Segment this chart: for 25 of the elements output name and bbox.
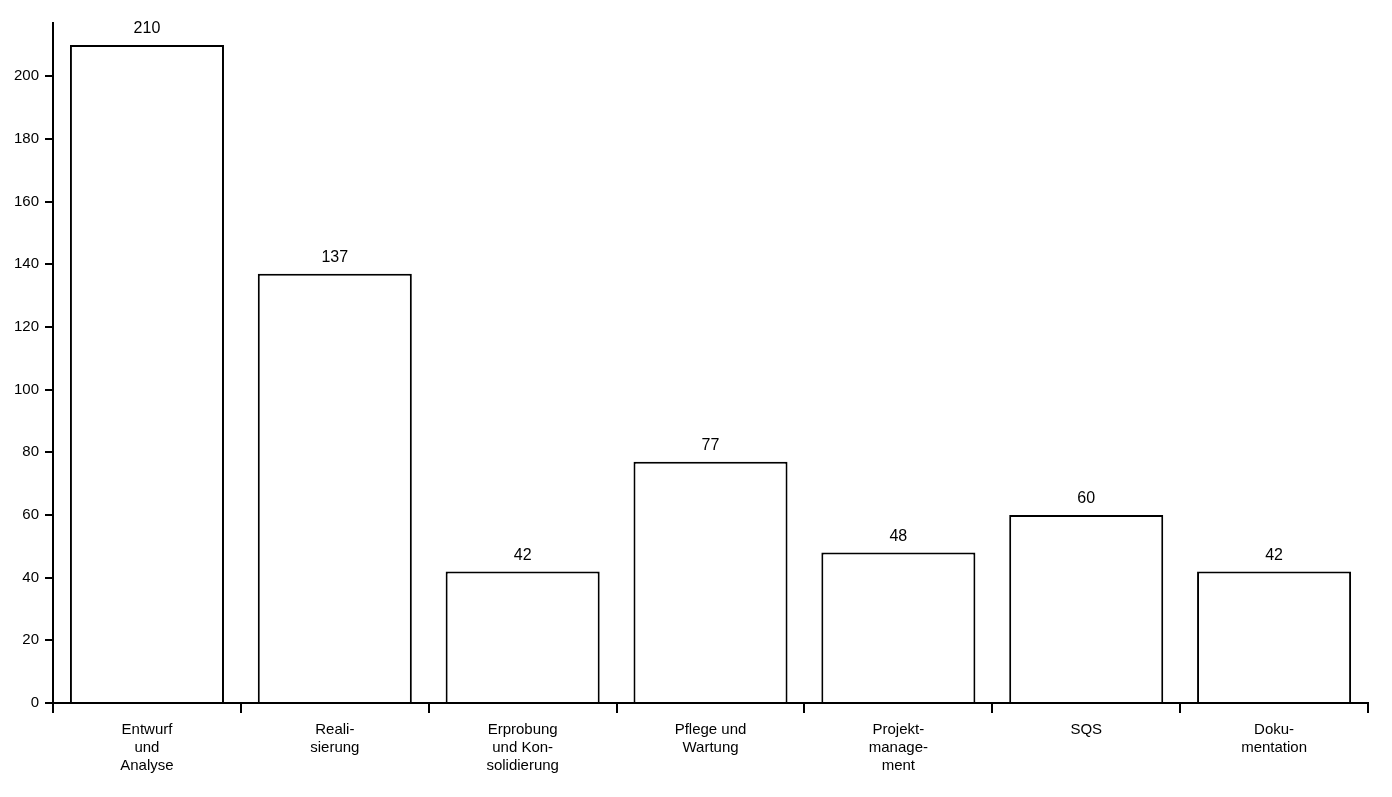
y-tick-label: 160 xyxy=(14,191,40,209)
x-tick-label: Entwurf und Analyse xyxy=(120,720,174,774)
y-tick-label: 180 xyxy=(14,129,40,147)
y-tick-label: 20 xyxy=(22,630,40,648)
data-label: 42 xyxy=(513,545,532,563)
x-tick-label: Erprobung und Kon- solidierung xyxy=(486,720,559,774)
x-tick-label: Pflege und Wartung xyxy=(674,720,747,756)
y-tick-label: 140 xyxy=(14,254,40,272)
y-tick-label: 80 xyxy=(22,442,40,460)
y-tick-label: 200 xyxy=(14,66,40,84)
x-tick-label: Reali- sierung xyxy=(310,720,360,756)
data-label: 60 xyxy=(1077,489,1096,507)
data-label: 210 xyxy=(133,19,161,37)
data-label: 77 xyxy=(701,436,720,454)
x-tick-label: Doku- mentation xyxy=(1241,720,1308,756)
y-tick-label: 60 xyxy=(22,505,40,523)
y-tick-label: 120 xyxy=(14,317,40,335)
data-label: 42 xyxy=(1265,545,1284,563)
x-tick-label: SQS xyxy=(1070,720,1103,738)
x-tick-label: Projekt- manage- ment xyxy=(868,720,928,774)
y-tick-label: 40 xyxy=(22,567,40,585)
data-label: 48 xyxy=(889,526,908,544)
y-tick-label: 0 xyxy=(30,693,40,711)
y-tick-label: 100 xyxy=(14,379,40,397)
data-label: 137 xyxy=(321,248,349,266)
